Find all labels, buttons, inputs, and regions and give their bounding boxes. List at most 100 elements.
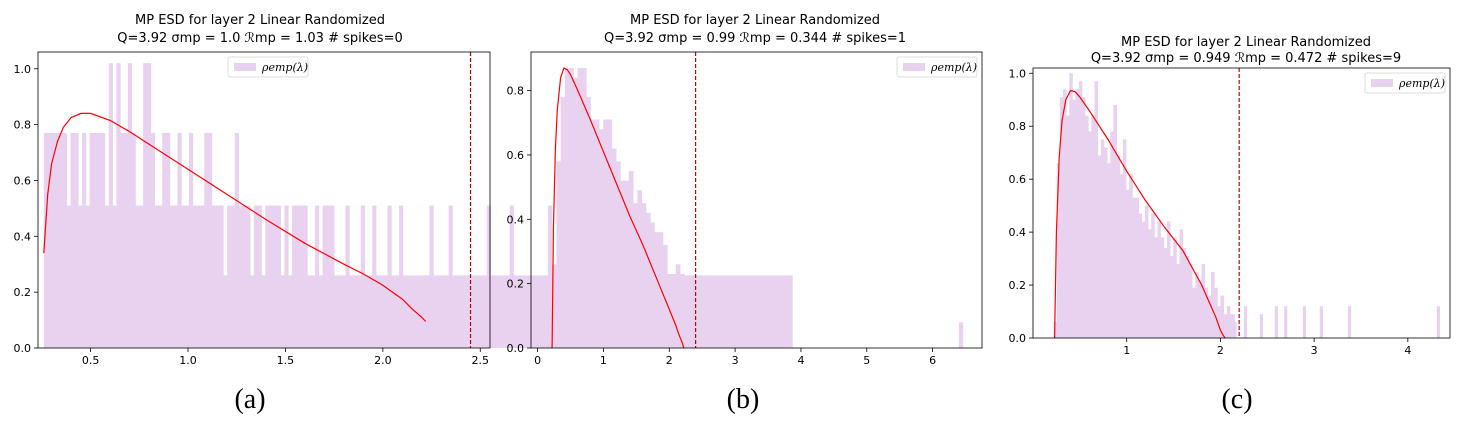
panel-b-hist <box>552 68 964 348</box>
hist-bar <box>742 275 747 348</box>
y-tick-label: 0.4 <box>14 230 32 243</box>
hist-bar <box>414 275 419 348</box>
hist-bar <box>1078 81 1083 338</box>
y-tick-label: 0.6 <box>14 174 32 187</box>
hist-bar <box>425 275 430 348</box>
hist-bar <box>253 205 259 348</box>
hist-bar <box>116 63 121 349</box>
hist-bar <box>773 275 778 348</box>
hist-bar <box>169 205 175 348</box>
hist-bar <box>166 132 171 348</box>
hist-bar <box>712 275 717 348</box>
hist-bar-outlier <box>1284 306 1288 338</box>
hist-bar <box>104 205 110 348</box>
hist-bar <box>318 275 323 348</box>
hist-bar <box>379 275 385 348</box>
panel-c-subtitle: Q=3.92 σmp = 0.949 ℛmp = 0.472 # spikes=… <box>1091 51 1401 66</box>
y-tick-label: 0.4 <box>507 213 525 226</box>
y-tick-label: 0.2 <box>14 286 32 299</box>
legend-label: ρemp(λ) <box>1398 77 1445 90</box>
panel-b-plot: 0 1 2 3 4 5 6 0.0 0.2 0.4 0.6 0.8 ρemp(λ) <box>507 51 983 367</box>
hist-bar <box>524 275 530 348</box>
hist-bar <box>311 275 316 348</box>
hist-bar <box>440 275 446 348</box>
hist-bar <box>250 275 255 348</box>
hist-bar <box>1091 115 1095 338</box>
y-tick-label: 0.0 <box>507 342 525 355</box>
hist-bar <box>750 275 755 348</box>
x-tick-label: 4 <box>797 354 804 367</box>
hist-bar <box>498 275 503 348</box>
hist-bar <box>272 205 278 348</box>
hist-bar <box>89 132 94 348</box>
legend: ρemp(λ) <box>227 56 309 78</box>
hist-bar <box>238 205 243 348</box>
hist-bar <box>718 328 724 348</box>
y-tick-label: 0.6 <box>1009 173 1027 186</box>
hist-bar <box>746 275 751 348</box>
hist-bar <box>395 275 400 348</box>
hist-bar <box>146 63 152 349</box>
x-tick-label: 0 <box>534 354 541 367</box>
hist-bar <box>697 306 702 348</box>
hist-bar <box>688 286 694 348</box>
hist-bar <box>322 205 327 348</box>
hist-bar <box>611 148 617 348</box>
hist-bar <box>586 97 591 348</box>
hist-bar <box>1173 237 1177 338</box>
hist-bar <box>303 205 308 348</box>
axes-frame <box>1032 67 1451 339</box>
hist-bar <box>280 275 285 348</box>
y-tick-label: 0.2 <box>1009 279 1027 292</box>
x-tick-label: 2 <box>666 354 673 367</box>
panel-c-caption: (c) <box>1221 384 1252 415</box>
hist-bar <box>1069 73 1073 338</box>
hist-bar <box>196 205 201 348</box>
hist-bar <box>150 132 155 348</box>
y-tick-label: 0.0 <box>14 342 32 355</box>
hist-bar <box>1081 97 1086 338</box>
hist-bar-outlier <box>958 322 964 348</box>
hist-bar <box>192 205 197 348</box>
hist-bar <box>482 275 488 348</box>
hist-bar <box>410 275 415 348</box>
hist-bar <box>1088 131 1092 338</box>
hist-bar <box>284 205 289 348</box>
hist-bar <box>1126 189 1130 338</box>
hist-bar <box>51 132 56 348</box>
hist-bar <box>1085 115 1089 338</box>
hist-bar <box>1056 163 1061 338</box>
hist-bar <box>1113 105 1117 338</box>
hist-bar <box>433 275 438 348</box>
hist-bar <box>97 132 102 348</box>
hist-bar <box>135 205 140 348</box>
x-tick-label: 4 <box>1404 344 1411 357</box>
hist-bar <box>463 275 469 348</box>
hist-bar <box>735 275 740 348</box>
hist-bar <box>387 205 392 348</box>
hist-bar <box>723 275 728 348</box>
hist-bar <box>70 132 75 348</box>
hist-bar <box>1119 173 1124 338</box>
hist-bar <box>547 205 553 348</box>
hist-bar <box>1154 237 1158 338</box>
hist-bar <box>675 264 681 348</box>
hist-bar <box>158 205 163 348</box>
hist-bar <box>761 275 766 348</box>
hist-bar <box>337 275 343 348</box>
hist-bar <box>1138 213 1143 338</box>
hist-bar <box>406 275 411 348</box>
hist-bar <box>85 205 91 348</box>
panel-b-title: MP ESD for layer 2 Linear Randomized <box>630 13 880 28</box>
hist-bar <box>624 180 630 348</box>
hist-bar <box>120 132 125 348</box>
x-tick-label: 6 <box>929 354 936 367</box>
hist-bar <box>1075 89 1080 338</box>
hist-bar <box>1097 155 1102 338</box>
hist-bar <box>402 275 407 348</box>
hist-bar <box>722 338 728 348</box>
hist-bar <box>594 119 600 348</box>
hist-bar <box>127 63 133 349</box>
hist-bar <box>185 205 190 348</box>
